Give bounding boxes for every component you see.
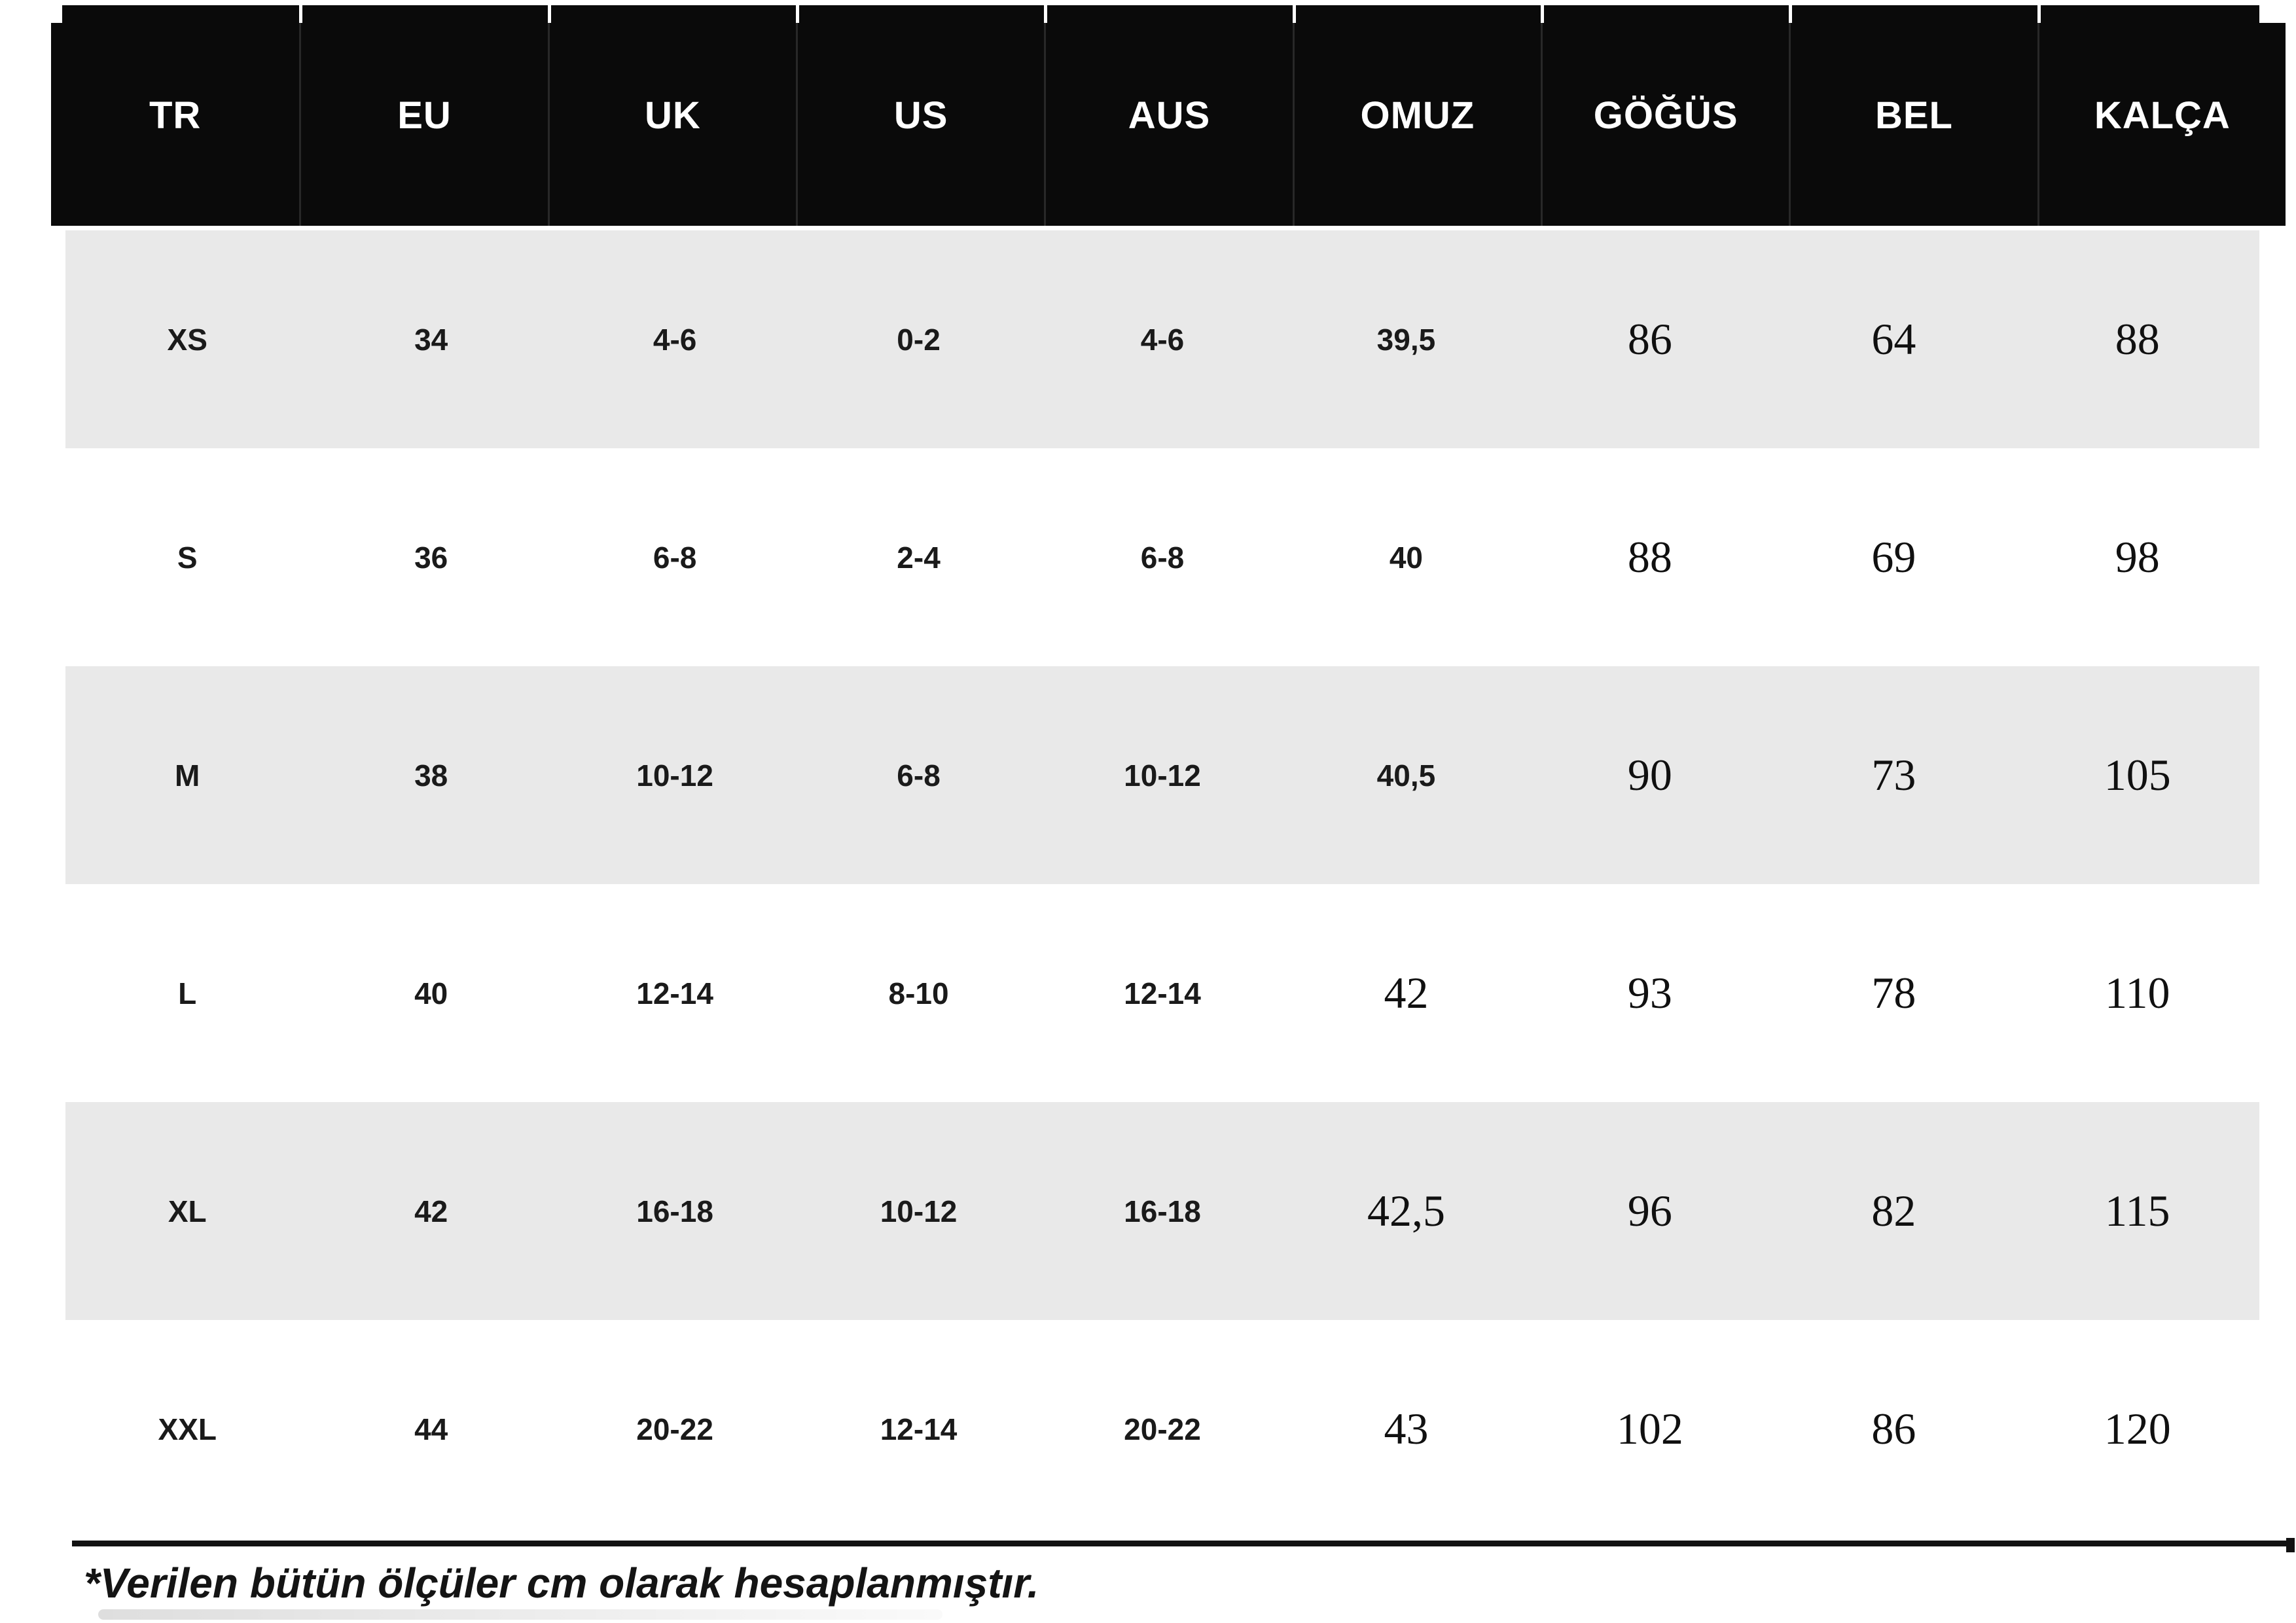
table-cell: 16-18 (1124, 1194, 1201, 1228)
table-cell: 34 (414, 322, 448, 357)
table-cell: 98 (2115, 532, 2160, 582)
table-cell: 36 (414, 540, 448, 575)
table-row-xxl: XXL 44 20-22 12-14 20-22 43 102 86 120 (65, 1320, 2259, 1538)
table-cell: 82 (1871, 1186, 1916, 1236)
table-cell: 12-14 (880, 1412, 958, 1446)
table-cell: 115 (2105, 1186, 2170, 1236)
size-label: S (177, 540, 198, 575)
header-corner-notch-right (2259, 5, 2286, 23)
table-cell: 8-10 (888, 976, 949, 1010)
table-cell: 43 (1384, 1404, 1429, 1454)
table-cell: 39,5 (1376, 322, 1436, 357)
table-cell: 40,5 (1376, 758, 1436, 793)
table-cell: 110 (2105, 968, 2170, 1018)
table-cell: 120 (2104, 1404, 2171, 1454)
column-header-omuz: OMUZ (1292, 5, 1541, 226)
footer-divider-end-tick (2286, 1538, 2295, 1552)
table-header: TR EU UK US AUS OMUZ GÖĞÜS BEL KALÇA (51, 5, 2286, 226)
table-cell: 96 (1627, 1186, 1672, 1236)
column-header-us: US (796, 5, 1044, 226)
table-cell: 102 (1616, 1404, 1683, 1454)
table-cell: 6-8 (897, 758, 941, 793)
header-corner-notch-left (51, 5, 62, 23)
table-cell: 88 (1627, 532, 1672, 582)
table-cell: 42 (1384, 968, 1429, 1018)
size-label: XS (167, 322, 207, 357)
table-cell: 69 (1871, 532, 1916, 582)
table-cell: 6-8 (1140, 540, 1185, 575)
table-row-s: S 36 6-8 2-4 6-8 40 88 69 98 (65, 448, 2259, 666)
column-header-uk: UK (547, 5, 796, 226)
column-header-aus: AUS (1044, 5, 1292, 226)
table-cell: 4-6 (653, 322, 697, 357)
table-cell: 64 (1871, 314, 1916, 364)
table-cell: 4-6 (1140, 322, 1185, 357)
table-row-xl: XL 42 16-18 10-12 16-18 42,5 96 82 115 (65, 1102, 2259, 1320)
column-header-tr: TR (149, 94, 202, 137)
size-label: XXL (158, 1412, 217, 1446)
table-cell: 12-14 (636, 976, 713, 1010)
size-label: L (178, 976, 197, 1010)
table-cell: 42 (414, 1194, 448, 1228)
table-cell: 20-22 (1124, 1412, 1201, 1446)
table-cell: 93 (1627, 968, 1672, 1018)
scan-smudge (98, 1609, 942, 1620)
table-cell: 2-4 (897, 540, 941, 575)
column-header-kalca: KALÇA (2037, 5, 2286, 226)
table-cell: 42,5 (1367, 1186, 1445, 1236)
table-cell: 38 (414, 758, 448, 793)
column-header-bel: BEL (1789, 5, 2037, 226)
table-cell: 10-12 (1124, 758, 1201, 793)
table-cell: 44 (414, 1412, 448, 1446)
table-row-l: L 40 12-14 8-10 12-14 42 93 78 110 (65, 884, 2259, 1102)
table-cell: 12-14 (1124, 976, 1201, 1010)
table-cell: 73 (1871, 750, 1916, 800)
table-cell: 20-22 (636, 1412, 713, 1446)
table-cell: 86 (1871, 1404, 1916, 1454)
table-cell: 40 (414, 976, 448, 1010)
table-body: XS 34 4-6 0-2 4-6 39,5 86 64 88 S 36 6-8… (65, 230, 2259, 1538)
table-cell: 10-12 (636, 758, 713, 793)
table-cell: 6-8 (653, 540, 697, 575)
table-cell: 78 (1871, 968, 1916, 1018)
table-cell: 90 (1627, 750, 1672, 800)
size-label: XL (168, 1194, 207, 1228)
column-header-eu: EU (299, 5, 547, 226)
footnote-text: *Verilen bütün ölçüler cm olarak hesapla… (84, 1560, 1039, 1607)
table-cell: 40 (1389, 540, 1424, 575)
table-cell: 16-18 (636, 1194, 713, 1228)
table-row-m: M 38 10-12 6-8 10-12 40,5 90 73 105 (65, 666, 2259, 884)
table-cell: 86 (1627, 314, 1672, 364)
table-cell: 10-12 (880, 1194, 958, 1228)
table-row-xs: XS 34 4-6 0-2 4-6 39,5 86 64 88 (65, 230, 2259, 448)
table-cell: 88 (2115, 314, 2160, 364)
table-cell: 0-2 (897, 322, 941, 357)
table-cell: 105 (2104, 750, 2171, 800)
column-header-gogus: GÖĞÜS (1541, 5, 1789, 226)
footer-divider-line (72, 1541, 2291, 1546)
size-label: M (175, 758, 200, 793)
